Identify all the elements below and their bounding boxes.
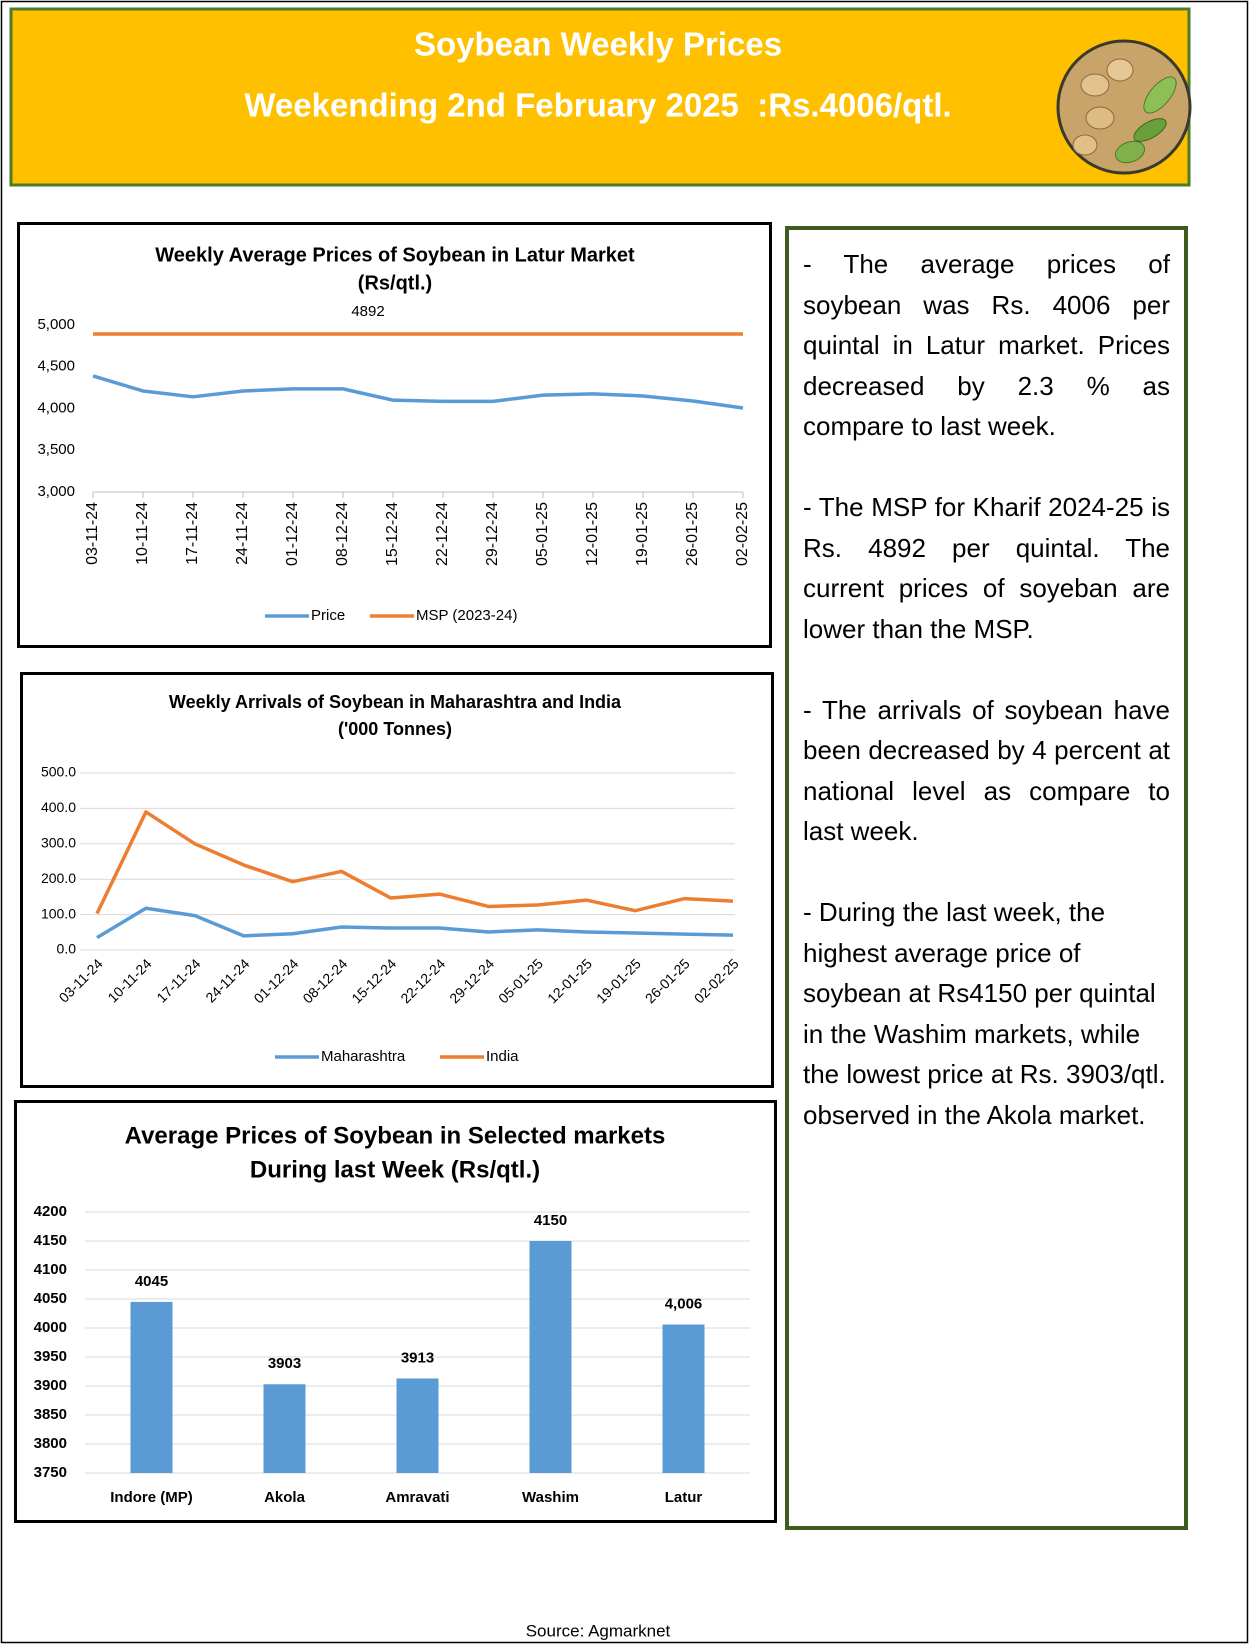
x-tick-label: 02-02-25 (734, 502, 751, 566)
y-tick-label: 300.0 (41, 835, 76, 851)
y-tick-label: 4100 (34, 1261, 67, 1278)
data-label: 3913 (401, 1349, 434, 1366)
source-note: Source: Agmarknet (526, 1621, 671, 1640)
bar (131, 1302, 173, 1473)
x-tick-label: Washim (522, 1489, 579, 1506)
y-tick-label: 3800 (34, 1435, 67, 1452)
y-tick-label: 4,500 (37, 358, 75, 375)
data-label: 4045 (135, 1273, 168, 1290)
note-paragraph: - The arrivals of soybean have been decr… (803, 690, 1170, 852)
data-label: 3903 (268, 1355, 301, 1372)
chart-subtitle: During last Week (Rs/qtl.) (250, 1156, 540, 1183)
y-tick-label: 4000 (34, 1319, 67, 1336)
chart-subtitle: (Rs/qtl.) (358, 272, 432, 294)
y-tick-label: 5,000 (37, 316, 75, 333)
chart-title: Weekly Arrivals of Soybean in Maharashtr… (169, 692, 622, 712)
data-label: 4150 (534, 1212, 567, 1229)
y-tick-label: 3850 (34, 1406, 67, 1423)
soybean-icon (1058, 41, 1190, 173)
x-tick-label: Indore (MP) (110, 1489, 193, 1506)
x-tick-label: Akola (264, 1489, 306, 1506)
y-tick-label: 4150 (34, 1232, 67, 1249)
x-tick-label: 01-12-24 (284, 502, 301, 566)
x-tick-label: 03-11-24 (84, 502, 101, 565)
y-tick-label: 0.0 (57, 941, 77, 957)
y-tick-label: 3,500 (37, 441, 75, 458)
y-tick-label: 400.0 (41, 799, 76, 815)
data-label: 4,006 (665, 1295, 703, 1312)
y-tick-label: 4050 (34, 1290, 67, 1307)
y-tick-label: 4,000 (37, 399, 75, 416)
y-tick-label: 100.0 (41, 905, 76, 921)
legend-label: MSP (2023-24) (416, 607, 517, 624)
x-tick-label: 17-11-24 (184, 502, 201, 565)
chart-subtitle: ('000 Tonnes) (338, 719, 452, 739)
y-tick-label: 3900 (34, 1377, 67, 1394)
chart-title: Weekly Average Prices of Soybean in Latu… (155, 244, 635, 266)
x-tick-label: 08-12-24 (334, 502, 351, 566)
x-tick-label: 15-12-24 (384, 502, 401, 566)
x-tick-label: 29-12-24 (484, 502, 501, 566)
legend-label: India (486, 1048, 519, 1065)
y-tick-label: 3750 (34, 1464, 67, 1481)
y-tick-label: 200.0 (41, 870, 76, 886)
x-tick-label: 10-11-24 (134, 502, 151, 565)
x-tick-label: 22-12-24 (434, 502, 451, 566)
x-tick-label: 05-01-25 (534, 502, 551, 566)
x-tick-label: Latur (665, 1489, 703, 1506)
bar (530, 1241, 572, 1473)
data-label: 4892 (351, 303, 384, 320)
x-tick-label: 26-01-25 (684, 502, 701, 566)
x-tick-label: 24-11-24 (234, 502, 251, 565)
y-tick-label: 4200 (34, 1203, 67, 1220)
chart-title: Average Prices of Soybean in Selected ma… (125, 1122, 666, 1149)
note-paragraph: - During the last week, the highest aver… (803, 892, 1170, 1135)
bar (663, 1325, 705, 1473)
page: Soybean Weekly Prices Weekending 2nd Feb… (0, 0, 1249, 1644)
bar (264, 1384, 306, 1473)
y-tick-label: 3,000 (37, 483, 75, 500)
x-tick-label: Amravati (385, 1489, 449, 1506)
notes-box: - The average prices of soybean was Rs. … (785, 226, 1188, 1530)
x-tick-label: 12-01-25 (584, 502, 601, 566)
bar (397, 1378, 439, 1473)
header-subtitle: Weekending 2nd February 2025 :Rs.4006/qt… (244, 87, 951, 124)
x-tick-label: 19-01-25 (634, 502, 651, 566)
y-tick-label: 500.0 (41, 764, 76, 780)
header-title: Soybean Weekly Prices (414, 26, 782, 63)
y-tick-label: 3950 (34, 1348, 67, 1365)
note-paragraph: - The MSP for Kharif 2024-25 is Rs. 4892… (803, 487, 1170, 649)
note-paragraph: - The average prices of soybean was Rs. … (803, 244, 1170, 447)
legend-label: Price (311, 607, 345, 624)
legend-label: Maharashtra (321, 1048, 406, 1065)
